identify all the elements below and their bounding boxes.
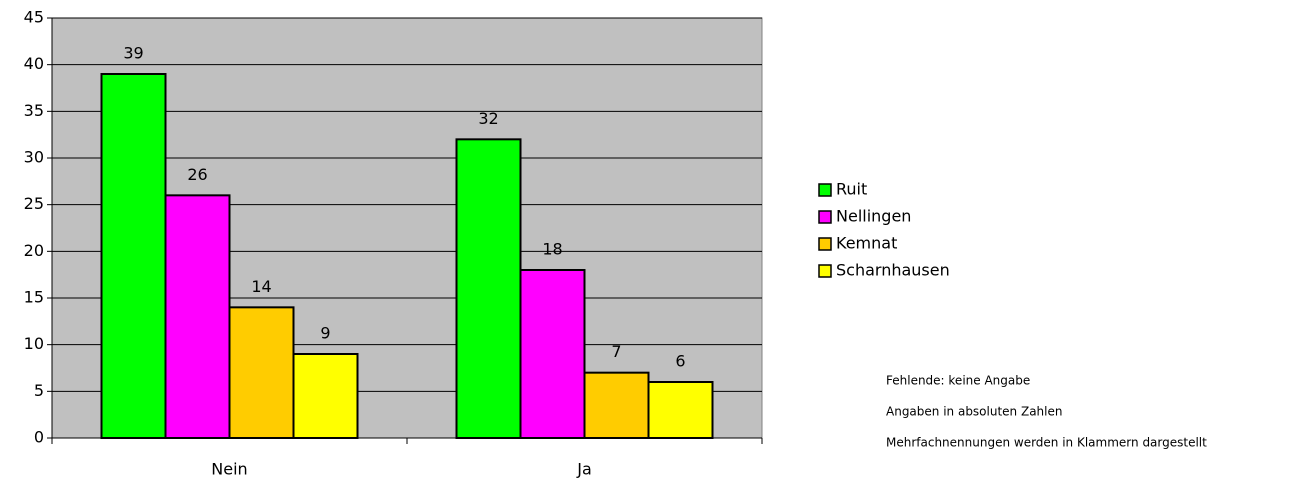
bar xyxy=(164,194,231,439)
note: Mehrfachnennungen werden in Klammern dar… xyxy=(886,436,1207,450)
legend-label: Ruit xyxy=(836,180,867,199)
bar xyxy=(647,381,714,439)
legend-label: Kemnat xyxy=(836,234,897,253)
note: Angaben in absoluten Zahlen xyxy=(886,405,1062,419)
x-tick-label: Nein xyxy=(211,460,247,479)
y-tick-label: 40 xyxy=(24,54,44,73)
y-tick-label: 25 xyxy=(24,194,44,213)
y-tick-label: 30 xyxy=(24,148,44,167)
value-label: 18 xyxy=(542,240,562,259)
y-tick-label: 5 xyxy=(34,381,44,400)
legend-swatch xyxy=(818,183,832,197)
y-tick-label: 20 xyxy=(24,241,44,260)
bar xyxy=(455,138,522,439)
value-label: 14 xyxy=(251,277,271,296)
legend-label: Scharnhausen xyxy=(836,261,950,280)
y-tick-label: 15 xyxy=(24,288,44,307)
bar xyxy=(583,371,650,439)
bar xyxy=(228,306,295,440)
x-tick-label: Ja xyxy=(576,460,592,479)
legend-swatch xyxy=(818,210,832,224)
value-label: 7 xyxy=(611,342,621,361)
value-label: 9 xyxy=(320,324,330,343)
y-tick-label: 0 xyxy=(34,428,44,447)
y-tick-label: 10 xyxy=(24,334,44,353)
legend-swatch xyxy=(818,237,832,251)
bar xyxy=(519,269,586,439)
legend-label: Nellingen xyxy=(836,207,911,226)
y-tick-label: 35 xyxy=(24,101,44,120)
value-label: 6 xyxy=(675,352,685,371)
bar xyxy=(100,73,167,439)
legend-swatch xyxy=(818,264,832,278)
value-label: 39 xyxy=(123,44,143,63)
value-label: 26 xyxy=(187,165,207,184)
bar xyxy=(292,353,359,439)
y-tick-label: 45 xyxy=(24,8,44,27)
note: Fehlende: keine Angabe xyxy=(886,374,1030,388)
value-label: 32 xyxy=(478,109,498,128)
